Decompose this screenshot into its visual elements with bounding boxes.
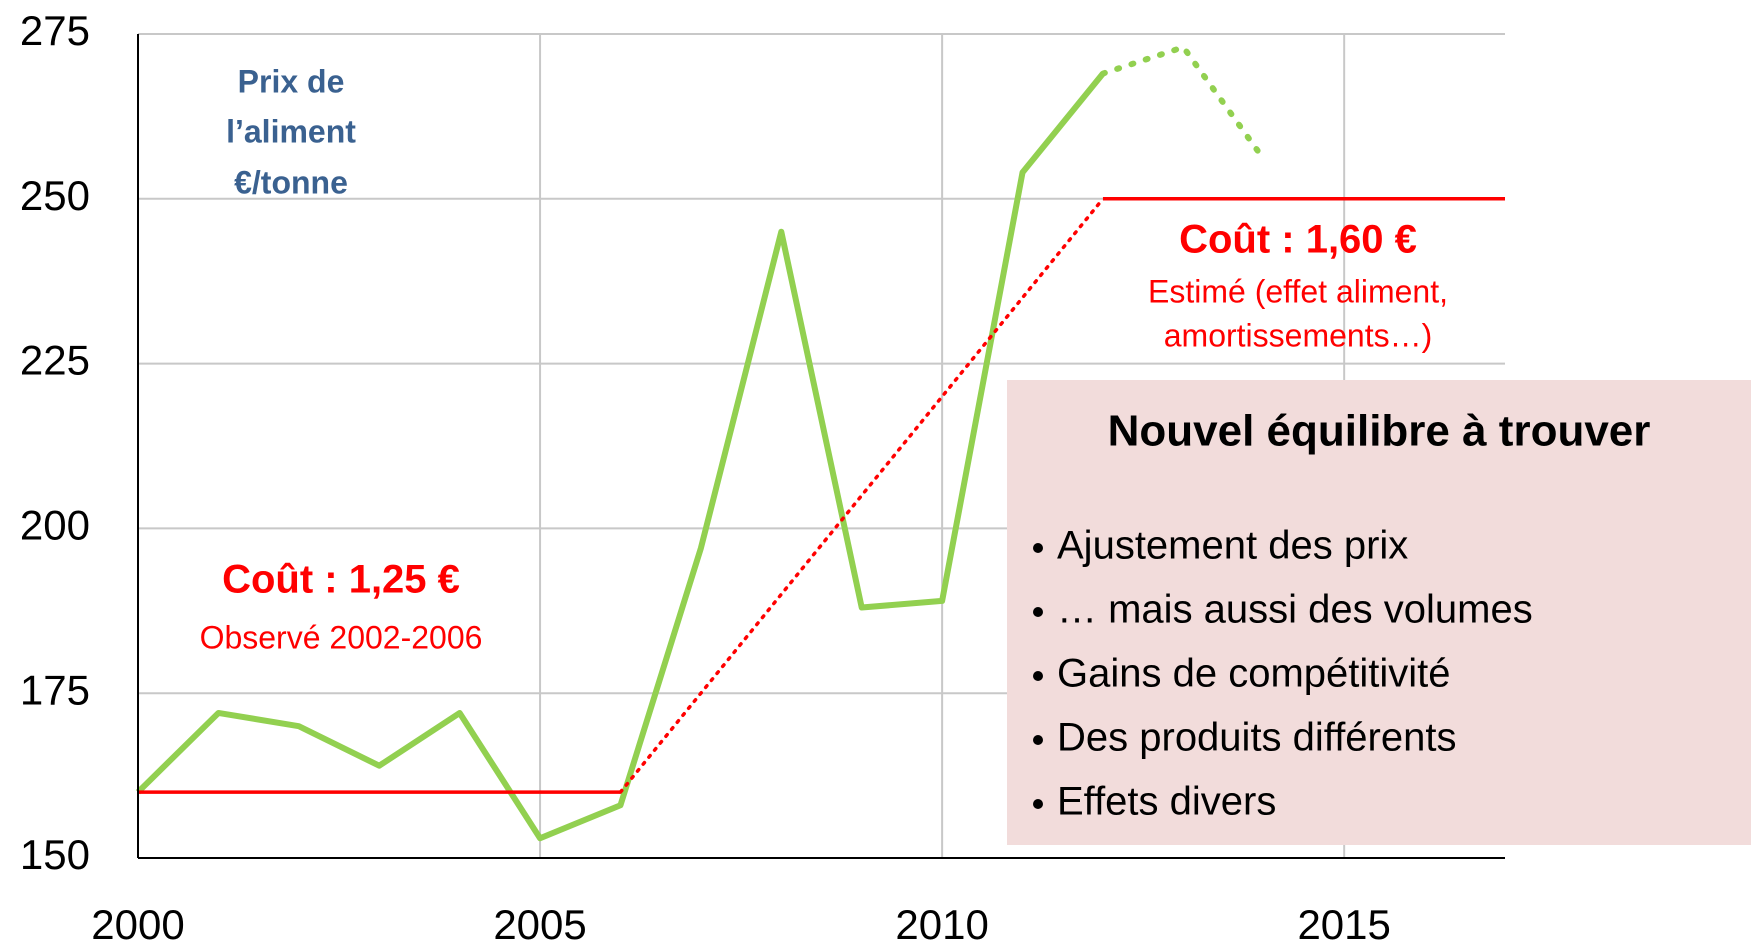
annotation: €/tonne bbox=[234, 164, 348, 200]
box-title: Nouvel équilibre à trouver bbox=[1108, 407, 1651, 456]
box-item: Effets divers bbox=[1057, 780, 1276, 824]
annotation: Observé 2002-2006 bbox=[200, 619, 483, 655]
annotation: l’aliment bbox=[226, 113, 356, 149]
annotation: Estimé (effet aliment, bbox=[1148, 273, 1448, 309]
series-line bbox=[135, 71, 1106, 842]
y-tick-label: 225 bbox=[20, 337, 90, 384]
series-line bbox=[1099, 44, 1267, 163]
annotation: Coût : 1,60 € bbox=[1179, 218, 1417, 262]
box-item: Ajustement des prix bbox=[1057, 524, 1408, 568]
box-item: Des produits différents bbox=[1057, 716, 1456, 760]
lines bbox=[135, 44, 1505, 842]
box-item: … mais aussi des volumes bbox=[1057, 588, 1533, 632]
box-item: Gains de compétitivité bbox=[1057, 652, 1451, 696]
y-tick-label: 200 bbox=[20, 501, 90, 548]
y-tick-label: 275 bbox=[20, 7, 90, 54]
bullet bbox=[1033, 799, 1043, 809]
bullet bbox=[1033, 543, 1043, 553]
x-tick-label: 2005 bbox=[493, 901, 586, 948]
x-tick-label: 2015 bbox=[1297, 901, 1390, 948]
bullet bbox=[1033, 607, 1043, 617]
info-box bbox=[1007, 380, 1751, 845]
x-tick-label: 2010 bbox=[895, 901, 988, 948]
annotation: Prix de bbox=[238, 63, 345, 99]
bullet bbox=[1033, 735, 1043, 745]
y-tick-label: 175 bbox=[20, 666, 90, 713]
y-tick-label: 250 bbox=[20, 172, 90, 219]
x-tick-label: 2000 bbox=[91, 901, 184, 948]
annotation: Coût : 1,25 € bbox=[222, 558, 460, 602]
annotation: amortissements…) bbox=[1164, 317, 1433, 353]
series-line bbox=[618, 197, 1105, 794]
bullet bbox=[1033, 671, 1043, 681]
y-tick-label: 150 bbox=[20, 831, 90, 878]
